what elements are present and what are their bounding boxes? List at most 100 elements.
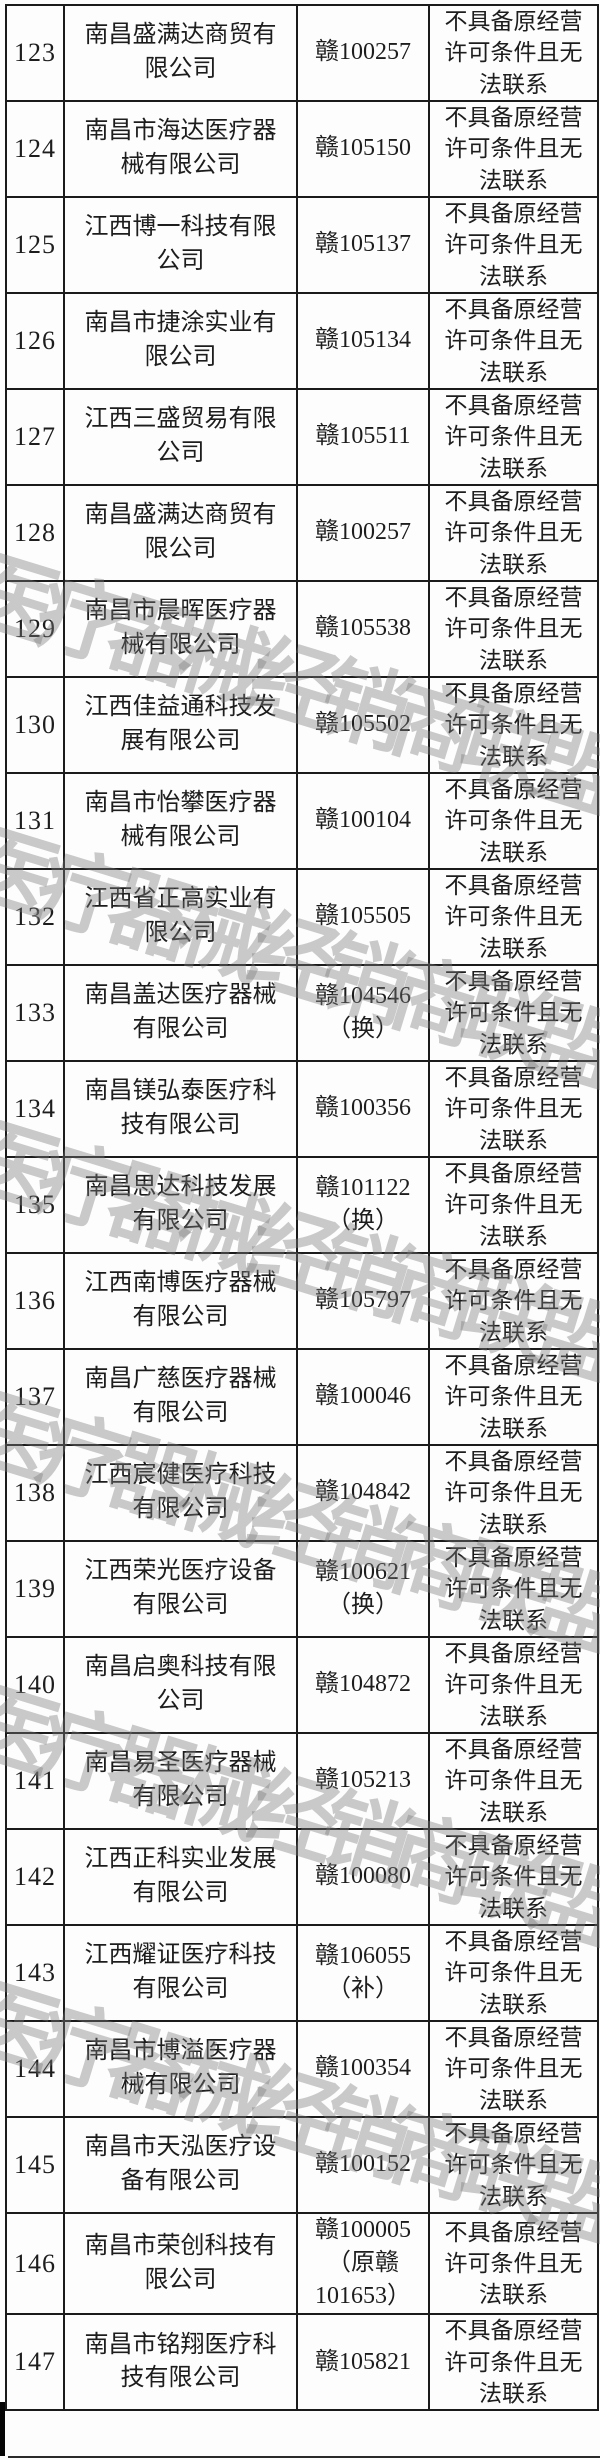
status-cell: 不具备原经营 许可条件且无 法联系 — [428, 772, 599, 870]
table-row: 132 江西省正高实业有 限公司 赣105505 不具备原经营 许可条件且无 法… — [5, 868, 599, 966]
company-name-cell: 南昌思达科技发展 有限公司 — [63, 1156, 298, 1254]
table-row: 130 江西佳益通科技发 展有限公司 赣105502 不具备原经营 许可条件且无… — [5, 676, 599, 774]
status-cell: 不具备原经营 许可条件且无 法联系 — [428, 2020, 599, 2118]
status-cell: 不具备原经营 许可条件且无 法联系 — [428, 1252, 599, 1350]
company-name-cell: 江西正科实业发展 有限公司 — [63, 1828, 298, 1926]
row-number-cell: 129 — [5, 580, 65, 678]
row-number-cell: 143 — [5, 1924, 65, 2022]
row-number-cell: 127 — [5, 388, 65, 486]
company-name-cell: 南昌镁弘泰医疗科 技有限公司 — [63, 1060, 298, 1158]
status-cell: 不具备原经营 许可条件且无 法联系 — [428, 484, 599, 582]
row-number-cell: 136 — [5, 1252, 65, 1350]
status-cell: 不具备原经营 许可条件且无 法联系 — [428, 580, 599, 678]
table-row: 141 南昌易圣医疗器械 有限公司 赣105213 不具备原经营 许可条件且无 … — [5, 1732, 599, 1830]
company-name-cell: 南昌市铭翔医疗科 技有限公司 — [63, 2313, 298, 2412]
company-name-cell: 江西荣光医疗设备 有限公司 — [63, 1540, 298, 1638]
license-number-cell: 赣105213 — [296, 1732, 430, 1830]
row-number-cell: 142 — [5, 1828, 65, 1926]
table-row: 135 南昌思达科技发展 有限公司 赣101122 （换） 不具备原经营 许可条… — [5, 1156, 599, 1254]
row-number-cell: 130 — [5, 676, 65, 774]
license-number-cell: 赣106055 （补） — [296, 1924, 430, 2022]
table-row: 147 南昌市铭翔医疗科 技有限公司 赣105821 不具备原经营 许可条件且无… — [5, 2313, 599, 2412]
license-number-cell: 赣105511 — [296, 388, 430, 486]
status-cell: 不具备原经营 许可条件且无 法联系 — [428, 1444, 599, 1542]
license-number-cell: 赣104872 — [296, 1636, 430, 1734]
company-name-cell: 南昌盛满达商贸有 限公司 — [63, 4, 298, 102]
table-row: 144 南昌市博溢医疗器 械有限公司 赣100354 不具备原经营 许可条件且无… — [5, 2020, 599, 2118]
status-cell: 不具备原经营 许可条件且无 法联系 — [428, 1540, 599, 1638]
license-number-cell: 赣100354 — [296, 2020, 430, 2118]
license-number-cell: 赣105797 — [296, 1252, 430, 1350]
license-number-cell: 赣105505 — [296, 868, 430, 966]
status-cell: 不具备原经营 许可条件且无 法联系 — [428, 1732, 599, 1830]
company-name-cell: 南昌启奥科技有限 公司 — [63, 1636, 298, 1734]
next-section-border — [8, 2456, 600, 2458]
company-name-cell: 江西耀证医疗科技 有限公司 — [63, 1924, 298, 2022]
table-row: 133 南昌盖达医疗器械 有限公司 赣104546 （换） 不具备原经营 许可条… — [5, 964, 599, 1062]
license-number-cell: 赣101122 （换） — [296, 1156, 430, 1254]
license-number-cell: 赣105134 — [296, 292, 430, 390]
license-number-cell: 赣100257 — [296, 484, 430, 582]
table-row: 127 江西三盛贸易有限 公司 赣105511 不具备原经营 许可条件且无 法联… — [5, 388, 599, 486]
license-number-cell: 赣105150 — [296, 100, 430, 198]
row-number-cell: 140 — [5, 1636, 65, 1734]
status-cell: 不具备原经营 许可条件且无 法联系 — [428, 676, 599, 774]
license-number-cell: 赣105821 — [296, 2313, 430, 2412]
row-number-cell: 141 — [5, 1732, 65, 1830]
row-number-cell: 131 — [5, 772, 65, 870]
company-name-cell: 江西博一科技有限 公司 — [63, 196, 298, 294]
license-number-cell: 赣100080 — [296, 1828, 430, 1926]
status-cell: 不具备原经营 许可条件且无 法联系 — [428, 292, 599, 390]
company-name-cell: 南昌市捷涂实业有 限公司 — [63, 292, 298, 390]
table-row: 139 江西荣光医疗设备 有限公司 赣100621 （换） 不具备原经营 许可条… — [5, 1540, 599, 1638]
company-name-cell: 江西三盛贸易有限 公司 — [63, 388, 298, 486]
row-number-cell: 144 — [5, 2020, 65, 2118]
company-name-cell: 江西佳益通科技发 展有限公司 — [63, 676, 298, 774]
table-row: 136 江西南博医疗器械 有限公司 赣105797 不具备原经营 许可条件且无 … — [5, 1252, 599, 1350]
row-number-cell: 126 — [5, 292, 65, 390]
table-row: 126 南昌市捷涂实业有 限公司 赣105134 不具备原经营 许可条件且无 法… — [5, 292, 599, 390]
license-number-cell: 赣104546 （换） — [296, 964, 430, 1062]
company-name-cell: 南昌盖达医疗器械 有限公司 — [63, 964, 298, 1062]
license-number-cell: 赣100152 — [296, 2116, 430, 2214]
table-row: 125 江西博一科技有限 公司 赣105137 不具备原经营 许可条件且无 法联… — [5, 196, 599, 294]
row-number-cell: 134 — [5, 1060, 65, 1158]
license-number-cell: 赣100621 （换） — [296, 1540, 430, 1638]
status-cell: 不具备原经营 许可条件且无 法联系 — [428, 2313, 599, 2412]
row-number-cell: 135 — [5, 1156, 65, 1254]
table-row: 124 南昌市海达医疗器 械有限公司 赣105150 不具备原经营 许可条件且无… — [5, 100, 599, 198]
license-number-cell: 赣100104 — [296, 772, 430, 870]
status-cell: 不具备原经营 许可条件且无 法联系 — [428, 388, 599, 486]
license-table: 123 南昌盛满达商贸有 限公司 赣100257 不具备原经营 许可条件且无 法… — [5, 4, 599, 2412]
row-number-cell: 123 — [5, 4, 65, 102]
table-row: 138 江西宸健医疗科技 有限公司 赣104842 不具备原经营 许可条件且无 … — [5, 1444, 599, 1542]
company-name-cell: 南昌市晨晖医疗器 械有限公司 — [63, 580, 298, 678]
company-name-cell: 南昌易圣医疗器械 有限公司 — [63, 1732, 298, 1830]
table-row: 137 南昌广慈医疗器械 有限公司 赣100046 不具备原经营 许可条件且无 … — [5, 1348, 599, 1446]
status-cell: 不具备原经营 许可条件且无 法联系 — [428, 1156, 599, 1254]
status-cell: 不具备原经营 许可条件且无 法联系 — [428, 196, 599, 294]
table-row: 128 南昌盛满达商贸有 限公司 赣100257 不具备原经营 许可条件且无 法… — [5, 484, 599, 582]
company-name-cell: 南昌盛满达商贸有 限公司 — [63, 484, 298, 582]
row-number-cell: 137 — [5, 1348, 65, 1446]
status-cell: 不具备原经营 许可条件且无 法联系 — [428, 2116, 599, 2214]
table-row: 146 南昌市荣创科技有 限公司 赣100005 （原赣 101653） 不具备… — [5, 2211, 599, 2316]
row-number-cell: 146 — [5, 2211, 65, 2316]
table-rows: 123 南昌盛满达商贸有 限公司 赣100257 不具备原经营 许可条件且无 法… — [5, 4, 599, 2412]
table-row: 142 江西正科实业发展 有限公司 赣100080 不具备原经营 许可条件且无 … — [5, 1828, 599, 1926]
status-cell: 不具备原经营 许可条件且无 法联系 — [428, 1636, 599, 1734]
row-number-cell: 133 — [5, 964, 65, 1062]
status-cell: 不具备原经营 许可条件且无 法联系 — [428, 868, 599, 966]
table-row: 131 南昌市怡攀医疗器 械有限公司 赣100104 不具备原经营 许可条件且无… — [5, 772, 599, 870]
company-name-cell: 南昌市博溢医疗器 械有限公司 — [63, 2020, 298, 2118]
row-number-cell: 145 — [5, 2116, 65, 2214]
row-number-cell: 147 — [5, 2313, 65, 2412]
row-number-cell: 132 — [5, 868, 65, 966]
table-row: 140 南昌启奥科技有限 公司 赣104872 不具备原经营 许可条件且无 法联… — [5, 1636, 599, 1734]
status-cell: 不具备原经营 许可条件且无 法联系 — [428, 1828, 599, 1926]
row-number-cell: 128 — [5, 484, 65, 582]
status-cell: 不具备原经营 许可条件且无 法联系 — [428, 1348, 599, 1446]
company-name-cell: 江西南博医疗器械 有限公司 — [63, 1252, 298, 1350]
license-number-cell: 赣100005 （原赣 101653） — [296, 2211, 430, 2316]
